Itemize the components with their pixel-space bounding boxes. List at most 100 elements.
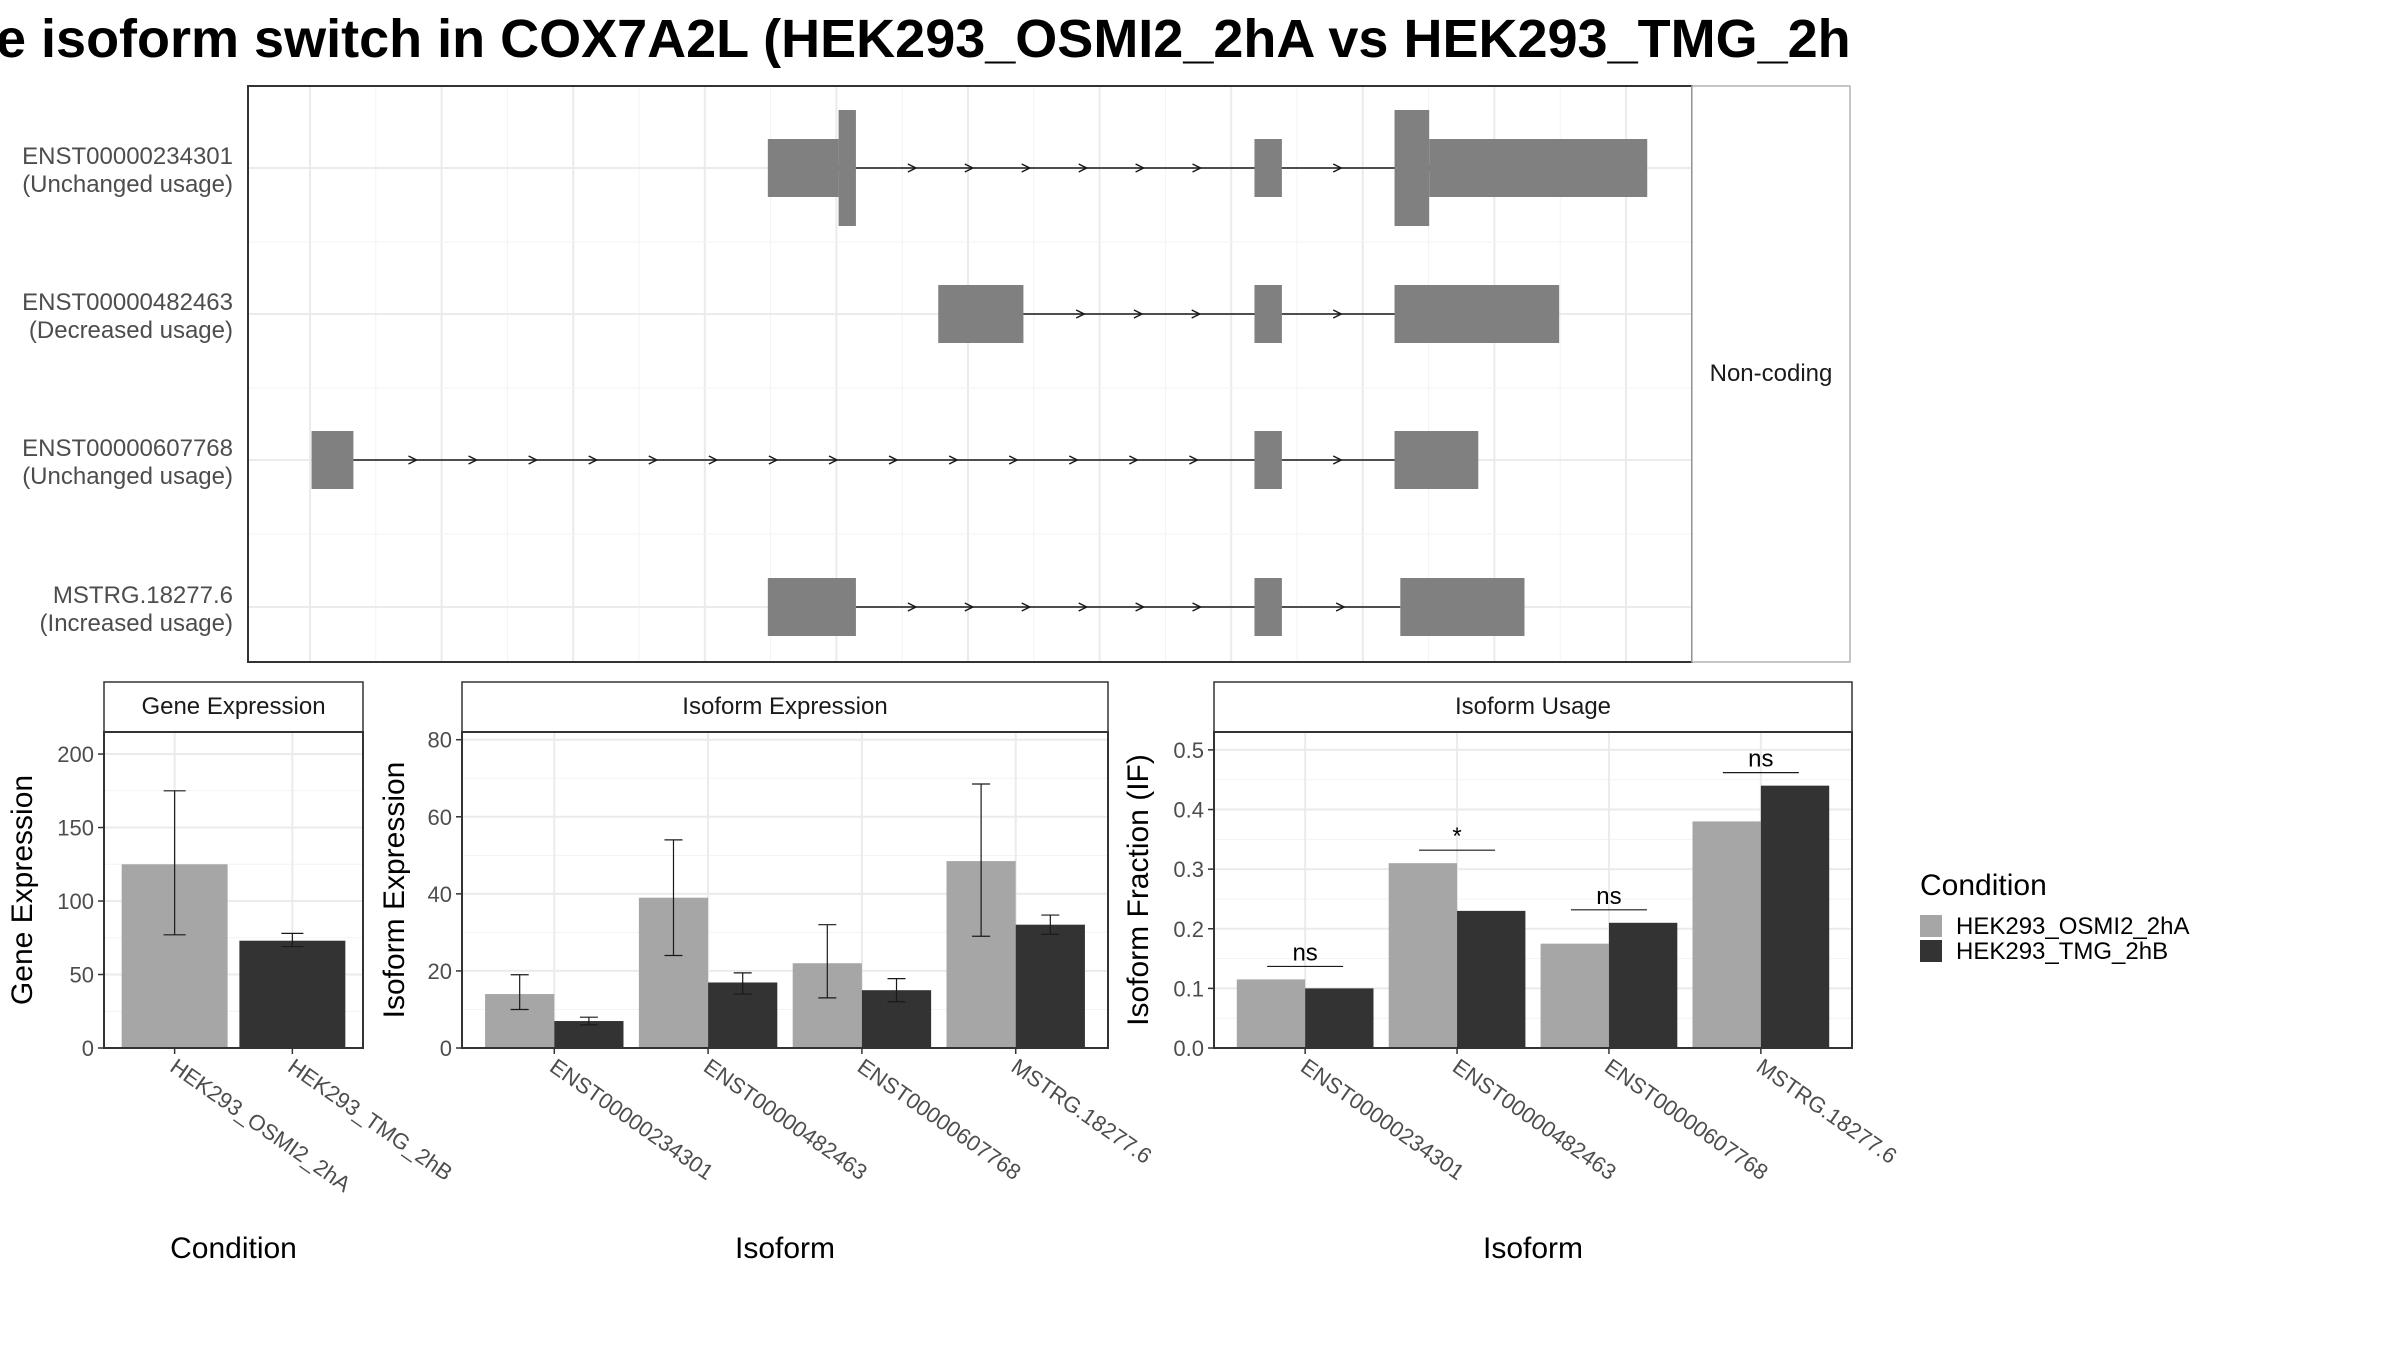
exon-block	[1400, 578, 1525, 636]
isoform-expression-panel: Isoform Expression 0 20 40 60 80 ENST000002343…	[378, 681, 1157, 1265]
intron-arrow	[468, 455, 479, 465]
panel-strip-title: Gene Expression	[141, 693, 325, 720]
bar	[1692, 821, 1761, 1048]
y-tick-label: 40	[428, 882, 452, 907]
intron-arrow	[907, 602, 918, 612]
isoform-id-label: MSTRG.18277.6	[53, 582, 233, 609]
y-tick-label: 0.1	[1173, 976, 1204, 1001]
intron-arrow	[1021, 602, 1032, 612]
isoform-status-label: (Unchanged usage)	[22, 463, 233, 490]
intron-arrow	[1078, 163, 1089, 173]
intron-arrow	[1021, 163, 1032, 173]
isoform-id-label: ENST00000482463	[22, 289, 233, 316]
panel-strip	[103, 681, 364, 733]
x-tick-label: ENST00000607768	[1600, 1054, 1773, 1185]
exon-block	[838, 110, 856, 226]
exon-block	[767, 139, 839, 197]
isoform-usage-panel: Isoform Usage ns * ns ns 0.0 0.1 0.2 0.3 0.4 0.5 EN…	[1122, 681, 1902, 1265]
y-tick-label: 100	[57, 889, 94, 914]
isoform-status-label: (Unchanged usage)	[22, 171, 233, 198]
x-tick-label: MSTRG.18277.6	[1007, 1054, 1157, 1169]
isoform-structure-panel: ENST00000234301(Unchanged usage)ENST0000…	[22, 85, 1851, 663]
y-axis-label: Gene Expression	[6, 775, 39, 1005]
y-tick-label: 200	[57, 742, 94, 767]
y-tick-label: 80	[428, 728, 452, 753]
y-tick-label: 0.2	[1173, 917, 1204, 942]
y-tick-label: 150	[57, 816, 94, 841]
panel-border	[103, 731, 364, 1049]
structure-strip	[1691, 85, 1851, 663]
y-axis-label: Isoform Expression	[378, 762, 411, 1019]
figure-title: e isoform switch in COX7A2L (HEK293_OSMI…	[0, 9, 1851, 69]
y-tick-label: 0.4	[1173, 798, 1204, 823]
bar	[239, 940, 346, 1048]
intron-arrow	[1191, 309, 1202, 319]
intron-arrow	[1189, 455, 1200, 465]
significance-label: ns	[1596, 883, 1621, 910]
y-tick-label: 20	[428, 959, 452, 984]
intron-arrow	[1133, 309, 1144, 319]
y-tick-label: 0	[82, 1036, 94, 1061]
intron-arrow	[1008, 455, 1019, 465]
y-tick-label: 0	[440, 1036, 452, 1061]
x-tick-label: ENST00000607768	[853, 1054, 1026, 1185]
legend-label: HEK293_TMG_2hB	[1956, 938, 2168, 965]
intron-arrow	[888, 455, 899, 465]
isoform-id-label: ENST00000607768	[22, 435, 233, 462]
exon-block	[311, 431, 354, 489]
x-axis-label: Isoform	[735, 1232, 835, 1265]
bar	[554, 1021, 624, 1048]
isoform-id-label: ENST00000234301	[22, 143, 233, 170]
intron-arrow	[1128, 455, 1140, 465]
exon-block	[1254, 431, 1282, 489]
intron-arrow	[964, 602, 975, 612]
x-axis-label: Isoform	[1483, 1232, 1583, 1265]
isoform-status-label: (Increased usage)	[40, 610, 233, 637]
significance-label: ns	[1292, 939, 1317, 966]
bar	[1305, 988, 1374, 1048]
panel-border	[461, 731, 1109, 1049]
bar	[1388, 863, 1458, 1048]
legend-swatch	[1920, 940, 1942, 962]
exon-block	[1254, 578, 1282, 636]
intron-arrow	[1192, 163, 1203, 173]
panel-strip-title: Isoform Usage	[1455, 693, 1611, 720]
panel-border	[1213, 731, 1853, 1049]
bar	[1236, 979, 1306, 1048]
intron-arrow	[408, 455, 419, 465]
significance-label: *	[1452, 823, 1461, 850]
y-tick-label: 60	[428, 805, 452, 830]
y-tick-label: 0.3	[1173, 857, 1204, 882]
panel-strip-title: Isoform Expression	[682, 693, 887, 720]
exon-block	[1429, 139, 1648, 197]
intron-arrow	[528, 455, 539, 465]
intron-arrow	[768, 455, 779, 465]
structure-strip-label: Non-coding	[1710, 360, 1833, 387]
legend-swatch	[1920, 915, 1942, 937]
x-tick-label: ENST00000482463	[1448, 1054, 1621, 1185]
y-tick-label: 0.0	[1173, 1036, 1204, 1061]
y-axis-label: Isoform Fraction (IF)	[1122, 754, 1155, 1026]
intron-arrow	[1135, 163, 1146, 173]
intron-arrow	[1332, 455, 1343, 465]
significance-label: ns	[1748, 746, 1773, 773]
bar	[1457, 910, 1526, 1048]
exon-block	[1394, 431, 1479, 489]
legend-title: Condition	[1920, 869, 2047, 902]
x-tick-label: ENST00000482463	[699, 1054, 872, 1185]
y-tick-label: 50	[70, 963, 94, 988]
bar	[1540, 943, 1609, 1048]
intron-arrow	[1335, 602, 1346, 612]
intron-arrow	[1332, 309, 1343, 319]
exon-block	[1394, 285, 1560, 343]
y-tick-label: 0.5	[1173, 738, 1204, 763]
intron-arrow	[648, 455, 659, 465]
intron-arrow	[907, 163, 918, 173]
intron-arrow	[1192, 602, 1203, 612]
bar	[1015, 924, 1085, 1048]
intron-arrow	[588, 455, 599, 465]
intron-arrow	[1332, 163, 1343, 173]
x-tick-label: ENST00000234301	[1296, 1054, 1469, 1185]
